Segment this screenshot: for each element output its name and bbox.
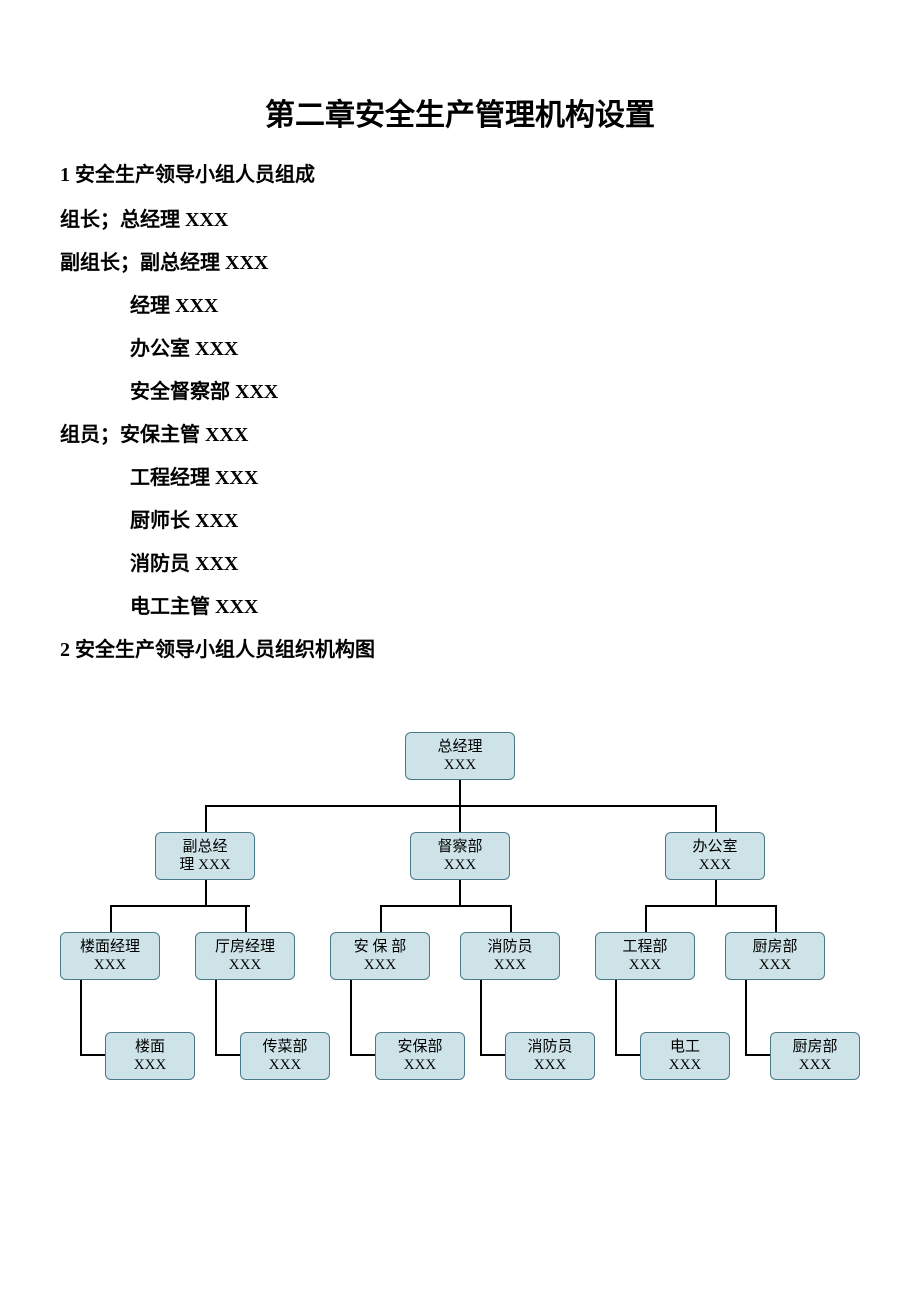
org-edge bbox=[645, 905, 777, 907]
org-edge bbox=[80, 1054, 105, 1056]
org-node-office: 办公室XXX bbox=[665, 832, 765, 880]
org-node-title: 办公室 bbox=[692, 838, 737, 856]
org-edge bbox=[245, 905, 247, 932]
org-edge bbox=[350, 1054, 375, 1056]
org-node-title: 消防员 bbox=[527, 1038, 572, 1056]
org-edge bbox=[459, 780, 461, 805]
org-edge bbox=[205, 880, 207, 905]
org-node-sub: XXX bbox=[759, 956, 792, 974]
org-edge bbox=[205, 805, 207, 832]
org-node-sub: XXX bbox=[799, 1056, 832, 1074]
org-node-title: 厨房部 bbox=[792, 1038, 837, 1056]
org-node-title: 传菜部 bbox=[262, 1038, 307, 1056]
org-edge bbox=[480, 980, 482, 1056]
org-edge bbox=[745, 980, 747, 1056]
org-edge bbox=[110, 905, 250, 907]
org-node-title: 电工 bbox=[670, 1038, 700, 1056]
org-node-title: 厅房经理 bbox=[215, 938, 275, 956]
member-line: 组员；安保主管 XXX bbox=[60, 418, 860, 447]
org-node-sub: XXX bbox=[629, 956, 662, 974]
org-node-sub: XXX bbox=[494, 956, 527, 974]
org-node-fire: 消防员XXX bbox=[460, 932, 560, 980]
document-page: 第二章安全生产管理机构设置 1 安全生产领导小组人员组成 组长；总经理 XXX … bbox=[0, 0, 920, 1232]
org-node-sub: XXX bbox=[269, 1056, 302, 1074]
org-edge bbox=[745, 1054, 770, 1056]
vice-leader-line: 副组长；副总经理 XXX bbox=[60, 246, 860, 275]
org-edge bbox=[480, 1054, 505, 1056]
member-item: 电工主管 XXX bbox=[60, 590, 860, 619]
org-edge bbox=[380, 905, 382, 932]
org-node-title: 安 保 部 bbox=[354, 938, 407, 956]
org-node-title: 工程部 bbox=[622, 938, 667, 956]
org-edge bbox=[615, 980, 617, 1056]
org-edge bbox=[459, 880, 461, 905]
org-edge bbox=[80, 980, 82, 1056]
org-node-dish: 传菜部XXX bbox=[240, 1032, 330, 1080]
org-node-title: 安保部 bbox=[397, 1038, 442, 1056]
org-edge bbox=[380, 905, 512, 907]
org-node-kitchen: 厨房部XXX bbox=[725, 932, 825, 980]
org-node-title: 消防员 bbox=[487, 938, 532, 956]
org-node-kitchen2: 厨房部XXX bbox=[770, 1032, 860, 1080]
org-edge bbox=[645, 905, 647, 932]
org-edge bbox=[215, 1054, 240, 1056]
org-node-title: 副总经 bbox=[182, 838, 227, 856]
section-2-heading: 2 安全生产领导小组人员组织机构图 bbox=[60, 633, 860, 662]
org-node-sub: XXX bbox=[699, 856, 732, 874]
org-node-hall: 厅房经理XXX bbox=[195, 932, 295, 980]
org-node-insp: 督察部XXX bbox=[410, 832, 510, 880]
org-node-sub: 理 XXX bbox=[179, 856, 230, 874]
org-node-vgm: 副总经理 XXX bbox=[155, 832, 255, 880]
org-node-sec: 安 保 部XXX bbox=[330, 932, 430, 980]
section-1-heading: 1 安全生产领导小组人员组成 bbox=[60, 158, 860, 187]
org-node-sub: XXX bbox=[669, 1056, 702, 1074]
org-node-fire2: 消防员XXX bbox=[505, 1032, 595, 1080]
org-node-title: 厨房部 bbox=[752, 938, 797, 956]
org-node-title: 楼面经理 bbox=[80, 938, 140, 956]
org-node-title: 楼面 bbox=[135, 1038, 165, 1056]
vice-item: 办公室 XXX bbox=[60, 332, 860, 361]
leader-line: 组长；总经理 XXX bbox=[60, 203, 860, 232]
org-edge bbox=[350, 980, 352, 1056]
org-node-sub: XXX bbox=[444, 756, 477, 774]
chapter-title: 第二章安全生产管理机构设置 bbox=[60, 90, 860, 134]
org-node-sub: XXX bbox=[229, 956, 262, 974]
org-edge bbox=[510, 905, 512, 932]
org-edge bbox=[615, 1054, 640, 1056]
org-node-sub: XXX bbox=[444, 856, 477, 874]
org-node-sub: XXX bbox=[534, 1056, 567, 1074]
org-edge bbox=[110, 905, 112, 932]
org-chart: 总经理XXX副总经理 XXX督察部XXX办公室XXX楼面经理XXX厅房经理XXX… bbox=[60, 732, 860, 1172]
org-node-gm: 总经理XXX bbox=[405, 732, 515, 780]
org-edge bbox=[775, 905, 777, 932]
org-node-title: 总经理 bbox=[437, 738, 482, 756]
member-item: 工程经理 XXX bbox=[60, 461, 860, 490]
org-edge bbox=[215, 980, 217, 1056]
member-item: 消防员 XXX bbox=[60, 547, 860, 576]
org-edge bbox=[715, 880, 717, 905]
org-node-sub: XXX bbox=[94, 956, 127, 974]
org-node-sec2: 安保部XXX bbox=[375, 1032, 465, 1080]
org-node-sub: XXX bbox=[404, 1056, 437, 1074]
vice-item: 安全督察部 XXX bbox=[60, 375, 860, 404]
vice-item: 经理 XXX bbox=[60, 289, 860, 318]
org-node-floor: 楼面经理XXX bbox=[60, 932, 160, 980]
org-node-sub: XXX bbox=[364, 956, 397, 974]
org-node-eng: 工程部XXX bbox=[595, 932, 695, 980]
org-node-floor2: 楼面XXX bbox=[105, 1032, 195, 1080]
member-item: 厨师长 XXX bbox=[60, 504, 860, 533]
org-edge bbox=[715, 805, 717, 832]
org-node-sub: XXX bbox=[134, 1056, 167, 1074]
org-node-title: 督察部 bbox=[437, 838, 482, 856]
org-edge bbox=[459, 805, 461, 832]
org-node-elec: 电工XXX bbox=[640, 1032, 730, 1080]
